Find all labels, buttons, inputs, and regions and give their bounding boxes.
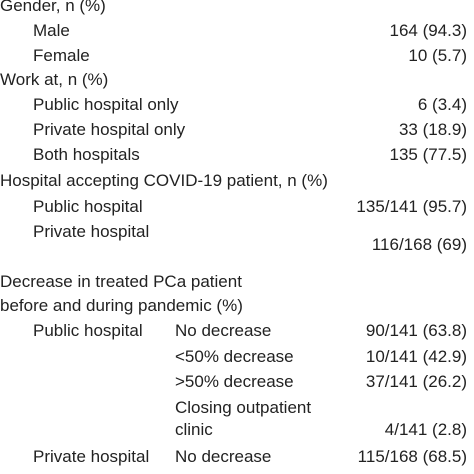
dec-public-closing-line1: Closing outpatient (175, 398, 312, 417)
public-only-value: 6 (3.4) (417, 95, 467, 114)
decrease-header-line2: before and during pandemic (%) (0, 296, 243, 315)
both-hospitals-value: 135 (77.5) (389, 145, 468, 164)
female-label: Female (33, 46, 90, 65)
covid-public-value: 135/141 (95.7) (356, 197, 467, 216)
dec-public-lt50-label: <50% decrease (175, 347, 294, 366)
private-only-label: Private hospital only (33, 120, 186, 139)
decrease-header-line1: Decrease in treated PCa patient (0, 272, 242, 291)
dec-public-no-label: No decrease (175, 321, 272, 340)
covid-public-label: Public hospital (33, 197, 143, 216)
dec-public-closing-value: 4/141 (2.8) (384, 420, 467, 439)
dec-private-label: Private hospital (33, 447, 150, 466)
both-hospitals-label: Both hospitals (33, 145, 140, 164)
male-label: Male (33, 21, 70, 40)
covid-private-value: 116/168 (69) (371, 235, 467, 254)
female-value: 10 (5.7) (408, 46, 467, 65)
dec-public-gt50-label: >50% decrease (175, 372, 294, 391)
private-only-value: 33 (18.9) (398, 120, 467, 139)
dec-private-no-label: No decrease (175, 447, 272, 466)
public-only-label: Public hospital only (33, 95, 179, 114)
dec-public-no-value: 90/141 (63.8) (365, 321, 467, 340)
covid-private-label: Private hospital (33, 222, 150, 241)
dec-private-no-value: 115/168 (68.5) (357, 447, 467, 466)
dec-public-label: Public hospital (33, 321, 143, 340)
dec-public-lt50-value: 10/141 (42.9) (365, 347, 467, 366)
covid-header: Hospital accepting COVID-19 patient, n (… (0, 171, 328, 190)
dec-public-closing-line2: clinic (175, 420, 213, 439)
dec-public-gt50-value: 37/141 (26.2) (365, 372, 467, 391)
workat-header: Work at, n (%) (0, 70, 109, 89)
gender-header: Gender, n (%) (0, 0, 106, 15)
male-value: 164 (94.3) (389, 21, 468, 40)
